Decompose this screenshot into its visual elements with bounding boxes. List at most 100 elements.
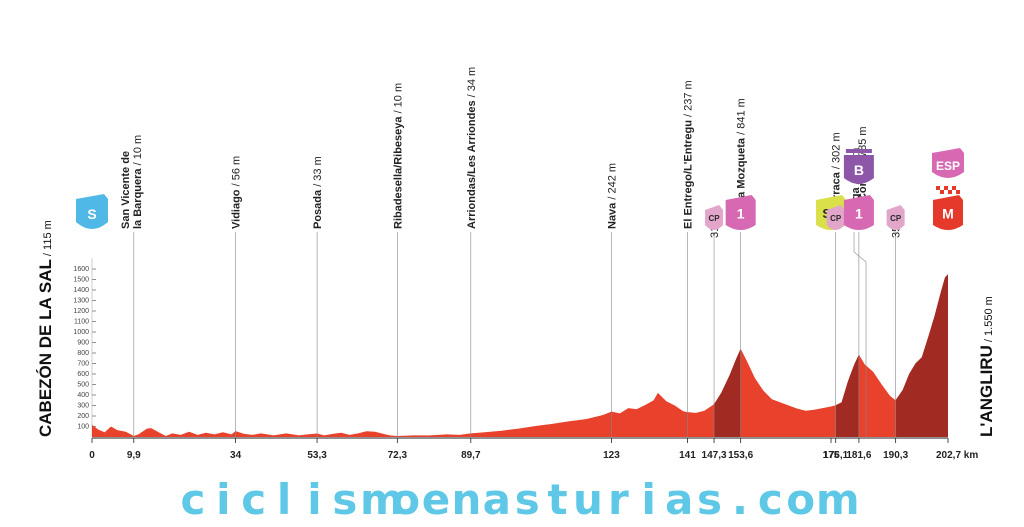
climb-segment-mozqueta (714, 348, 741, 437)
cp-marker: CP (826, 205, 845, 230)
watermark-letter: . (731, 475, 748, 524)
marker-label: CP (708, 214, 720, 223)
finish-label: L'ANGLIRU / 1.550 m (977, 296, 996, 437)
y-tick-label: 300 (77, 403, 89, 410)
watermark-letter: s (697, 475, 723, 524)
y-tick-label: 1300 (73, 298, 89, 305)
watermark-letter: c (180, 475, 206, 524)
place-alt: / 841 m (736, 98, 748, 138)
place-alt: / 10 m (392, 83, 404, 117)
marker-shape (826, 205, 845, 230)
y-axis: 100 200 300 400 500 600 700 800 900 1000 1100 1200 1… (73, 258, 96, 437)
place-name: Ribadesella/Ribeseya (392, 116, 404, 229)
watermark-letter: i (307, 475, 322, 524)
y-tick-label: 900 (77, 340, 89, 347)
climb-segment-cordal (835, 354, 859, 437)
place-name: Nava (606, 202, 618, 229)
watermark-letter: a (482, 475, 511, 524)
x-tick-label: 153,6 (728, 450, 753, 461)
marker-shape (933, 195, 963, 230)
elevation-profile (92, 274, 948, 437)
x-axis: 0 9,9 34 53,3 72,3 89,7 123 141 147,3 153,6 175176… (89, 437, 978, 461)
checker-square (936, 186, 940, 190)
place-label: San Vicente dela Barquera / 10 m (120, 135, 144, 229)
finish-alt: / 1.550 m (983, 296, 995, 345)
y-tick-label: 1600 (73, 266, 89, 273)
x-tick-label: 72,3 (388, 450, 408, 461)
watermark-letter: m (360, 475, 404, 524)
finish-marker: M (933, 195, 963, 230)
watermark-letter: a (664, 475, 694, 524)
x-tick-label: 202,7 km (936, 450, 978, 461)
watermark-letter: u (573, 475, 603, 524)
place-label: Ribadesella/Ribeseya / 10 m (392, 83, 404, 229)
marker-shape (886, 205, 905, 230)
watermark-letter: c (757, 475, 783, 524)
climb-markers: CP1SPCP1BCPMESP (705, 148, 964, 230)
y-tick-label: 400 (77, 392, 89, 399)
place-name: Vidiago (231, 189, 243, 229)
finish-name: L'ANGLIRU (977, 345, 996, 437)
watermark-letter: o (391, 475, 421, 524)
bonus-label: B (854, 162, 864, 178)
place-alt: / 33 m (312, 156, 324, 190)
x-tick-label: 147,3 (702, 450, 727, 461)
checker-square (944, 186, 948, 190)
place-name-2: la Barquera (132, 168, 144, 229)
watermark-letter: s (514, 475, 540, 524)
place-name: Arriondas/Les Arriondes (466, 100, 478, 229)
watermark-letter: e (421, 475, 451, 524)
place-label: Posada / 33 m (312, 156, 324, 229)
start-badge-label: S (87, 206, 96, 222)
place-alt: / 10 m (132, 135, 144, 169)
marker-label: M (942, 205, 954, 221)
x-tick-label: 34 (230, 450, 242, 461)
watermark-letter: n (451, 475, 482, 524)
place-label: Arriondas/Les Arriondes / 34 m (466, 67, 478, 229)
place-label: Nava / 242 m (606, 163, 618, 229)
cp-marker: CP (705, 205, 724, 230)
bonus-cap (845, 149, 872, 153)
y-tick-label: 700 (77, 361, 89, 368)
y-tick-label: 600 (77, 371, 89, 378)
marker-shape (843, 195, 874, 230)
watermark-letter: s (332, 475, 358, 524)
bonus-marker: B (843, 149, 874, 184)
y-tick-label: 1100 (74, 319, 89, 326)
x-tick-label: 190,3 (883, 450, 908, 461)
start-badge: S (76, 194, 108, 229)
y-tick-label: 800 (77, 350, 89, 357)
start-finish: S CABEZÓN DE LA SAL / 115 m L'ANGLIRU / 1.… (36, 194, 996, 437)
bonus-shape (843, 155, 874, 184)
start-alt: / 115 m (42, 220, 54, 259)
checker-square (952, 186, 956, 190)
watermark-letter: o (786, 475, 816, 524)
watermark-letter: i (641, 475, 656, 524)
place-name: El Entrego/L'Entregu (682, 120, 694, 229)
marker-shape (725, 195, 756, 230)
x-tick-label: 175 (823, 450, 840, 461)
watermark-letter: t (547, 475, 568, 524)
checker-square (940, 190, 944, 194)
cp-marker: CP (886, 205, 905, 230)
marker-shape (705, 205, 724, 230)
x-tick-label: 0 (89, 450, 95, 461)
checker-square (948, 190, 952, 194)
marker-label: CP (830, 214, 842, 223)
cat-1-marker: 1 (725, 195, 756, 230)
start-label: CABEZÓN DE LA SAL / 115 m (36, 220, 55, 437)
x-tick-label: 89,7 (461, 450, 481, 461)
place-alt: / 242 m (606, 163, 618, 203)
y-tick-label: 1000 (73, 329, 89, 336)
place-label: Vidiago / 56 m (231, 156, 243, 229)
place-name: San Vicente de (120, 151, 132, 229)
y-tick-label: 1400 (73, 287, 89, 294)
y-tick-label: 1500 (73, 277, 89, 284)
especial-shape (932, 148, 964, 178)
y-tick-label: 500 (77, 382, 89, 389)
start-name: CABEZÓN DE LA SAL (36, 259, 55, 437)
elevation-area (92, 274, 948, 437)
place-alt: / 34 m (466, 67, 478, 101)
place-labels: San Vicente dela Barquera / 10 m Vidiago … (120, 67, 903, 437)
